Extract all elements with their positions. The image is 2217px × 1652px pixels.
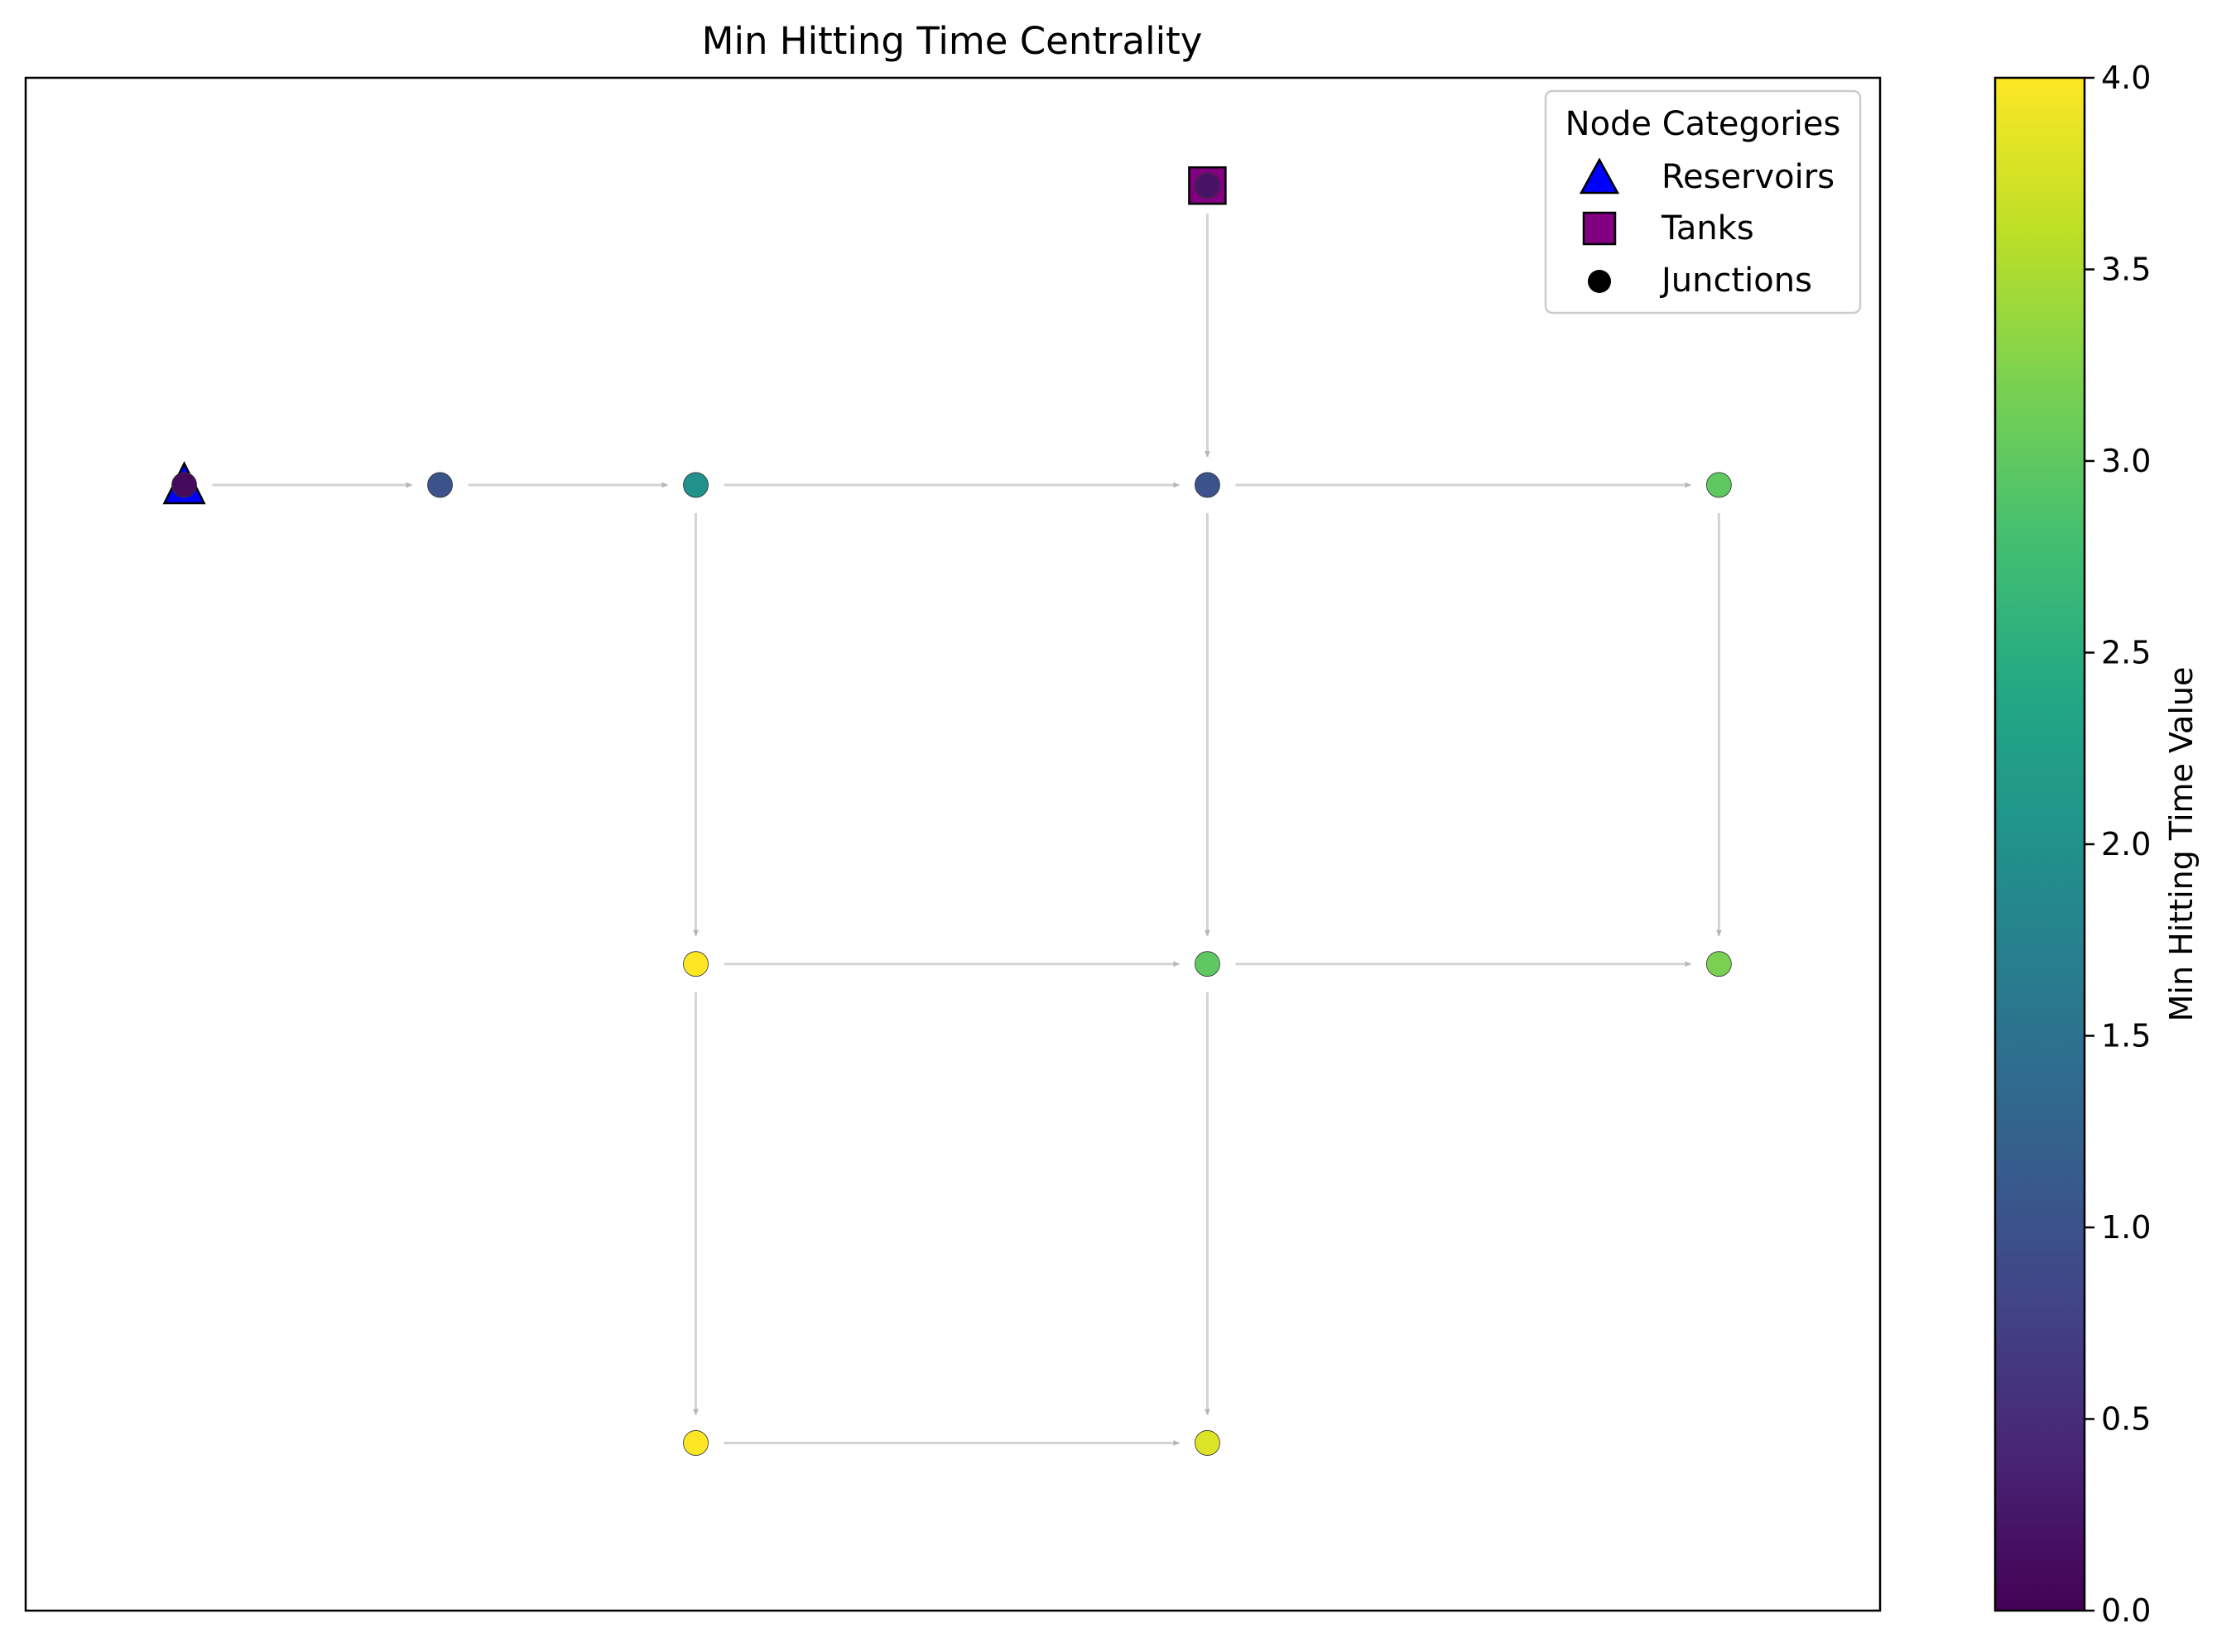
node-J5: [683, 951, 709, 977]
legend-frame: [1544, 89, 1862, 315]
node-value-dot: [171, 472, 197, 498]
colorbar-label: Min Hitting Time Value: [2163, 667, 2200, 1022]
legend-label-tanks: Tanks: [1661, 209, 1754, 247]
colorbar-tick-label: 1.0: [2101, 1209, 2151, 1246]
chart-title: Min Hitting Time Centrality: [702, 19, 1203, 63]
node-value-dot: [1195, 172, 1220, 199]
colorbar-tick-label: 2.5: [2101, 635, 2151, 671]
node-value-dot: [683, 472, 709, 498]
node-value-dot: [1195, 951, 1220, 977]
node-J4: [1705, 472, 1732, 498]
node-value-dot: [683, 951, 709, 977]
colorbar-gradient: [1993, 76, 2086, 1612]
node-J1: [427, 472, 453, 498]
node-J7: [1705, 951, 1732, 977]
node-value-dot: [1705, 951, 1732, 977]
colorbar-tick-label: 2.0: [2101, 826, 2151, 862]
legend-label-reservoirs: Reservoirs: [1662, 158, 1835, 196]
legend-title: Node Categories: [1565, 105, 1841, 143]
edges-layer: [212, 214, 1722, 1446]
colorbar: 0.0 0.5 1.0 1.5 2.0 2.5 3.0 3.5 4.0 Min Hitting …: [1993, 60, 2200, 1629]
node-J2: [683, 472, 709, 498]
node-R: [162, 461, 206, 505]
node-J8: [683, 1430, 709, 1456]
node-value-dot: [683, 1430, 709, 1456]
legend-junction-circle-icon: [1588, 270, 1611, 293]
node-value-dot: [1195, 472, 1220, 498]
node-value-dot: [1705, 472, 1732, 498]
plot-frame: [24, 76, 1882, 1612]
colorbar-tick-label: 1.5: [2101, 1018, 2151, 1054]
colorbar-tick-label: 0.5: [2101, 1401, 2151, 1438]
node-J9: [1195, 1430, 1220, 1456]
colorbar-ticks: 0.0 0.5 1.0 1.5 2.0 2.5 3.0 3.5 4.0: [2085, 60, 2151, 1629]
node-value-dot: [1195, 1430, 1220, 1456]
colorbar-tick-label: 3.5: [2101, 252, 2151, 288]
legend: Node Categories Reservoirs Tanks Junctio…: [1544, 89, 1862, 315]
colorbar-tick-label: 4.0: [2101, 60, 2151, 96]
legend-tank-square-icon: [1582, 211, 1617, 246]
legend-reservoir-triangle-icon: [1579, 157, 1620, 194]
legend-label-junctions: Junctions: [1659, 262, 1812, 300]
node-J6: [1195, 951, 1220, 977]
node-value-dot: [427, 472, 453, 498]
node-J3: [1195, 472, 1220, 498]
nodes-layer: [162, 166, 1732, 1456]
node-T: [1188, 166, 1227, 205]
colorbar-tick-label: 3.0: [2101, 443, 2151, 479]
colorbar-tick-label: 0.0: [2101, 1592, 2151, 1629]
